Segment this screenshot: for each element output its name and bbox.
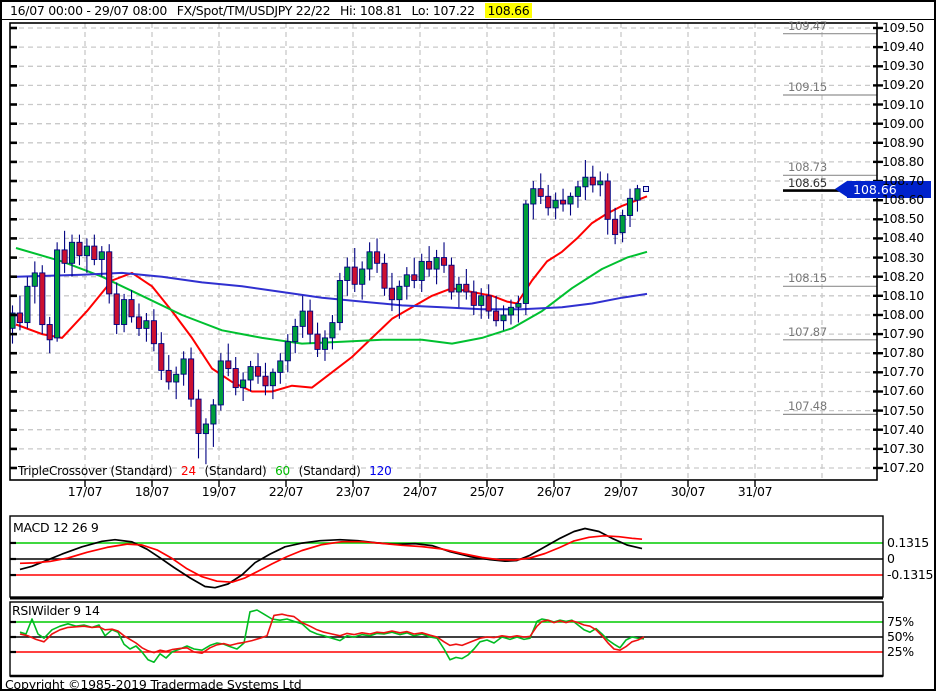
- price-level-label: 108.15: [788, 271, 828, 286]
- price-axis-label: 107.40: [882, 421, 924, 437]
- rsi-level-label: 25%: [887, 644, 914, 659]
- macd-level-label: 0: [887, 551, 895, 566]
- price-axis-label: 108.30: [882, 249, 924, 265]
- last-price-marker: 108.66: [835, 181, 931, 198]
- title-bar: 16/07 00:00 - 29/07 08:00 FX/Spot/TM/USD…: [2, 2, 934, 20]
- price-axis-label: 108.90: [882, 134, 924, 150]
- date-axis-label: 29/07: [603, 484, 639, 499]
- price-axis-label: 108.00: [882, 306, 924, 322]
- price-axis-label: 108.70: [882, 173, 924, 189]
- last-price-marker-arrow: [835, 181, 847, 197]
- date-axis-ticks: [84, 480, 756, 487]
- rsi-panel-label: RSIWilder 9 14: [12, 603, 100, 618]
- price-axis-label: 107.80: [882, 345, 924, 361]
- macd-panel-border: [9, 515, 884, 598]
- ma-24-line: [15, 195, 648, 393]
- price-level-label: 107.48: [788, 399, 828, 414]
- price-axis-label: 108.40: [882, 230, 924, 246]
- price-axis-label: 108.60: [882, 192, 924, 208]
- rsi-level-label: 75%: [887, 614, 914, 629]
- macd-line: [19, 527, 643, 589]
- price-axis-label: 109.40: [882, 39, 924, 55]
- date-axis-label: 17/07: [67, 484, 103, 499]
- macd-signal-line: [19, 534, 643, 584]
- main-chart-border: [9, 22, 878, 481]
- macd-level-label: -0.1315: [887, 567, 934, 583]
- current-bar-marker: [643, 186, 649, 192]
- price-axis-label: 107.30: [882, 440, 924, 456]
- copyright-text: Copyright ©1985-2019 Tradermade Systems …: [5, 677, 302, 691]
- date-axis-label: 31/07: [737, 484, 773, 499]
- macd-panel-label: MACD 12 26 9: [13, 520, 99, 535]
- macd-level-label: 0.1315: [887, 534, 929, 550]
- date-axis-label: 30/07: [670, 484, 706, 499]
- indicator-legend: TripleCrossover (Standard) 24 (Standard)…: [18, 464, 397, 478]
- title-low: Lo: 107.22: [411, 3, 475, 18]
- price-axis-label: 107.20: [882, 459, 924, 475]
- price-level-label: 108.65: [788, 175, 828, 190]
- price-axis-label: 109.30: [882, 58, 924, 74]
- price-axis-label: 107.60: [882, 383, 924, 399]
- price-axis-label: 108.10: [882, 287, 924, 303]
- legend-name: TripleCrossover (Standard): [18, 464, 173, 478]
- price-axis-label: 109.50: [882, 20, 924, 35]
- price-axis-label: 108.50: [882, 211, 924, 227]
- ma-60-line: [15, 247, 648, 345]
- title-symbol: FX/Spot/TM/USDJPY 22/22: [176, 3, 331, 18]
- date-axis-label: 19/07: [201, 484, 237, 499]
- candlesticks: [9, 160, 649, 465]
- price-axis-label: 108.20: [882, 268, 924, 284]
- price-axis-label: 109.20: [882, 77, 924, 93]
- price-level-label: 109.47: [788, 18, 828, 33]
- date-axis-label: 18/07: [134, 484, 170, 499]
- legend-ma120-period: 120: [369, 464, 392, 478]
- price-axis-label: 107.50: [882, 402, 924, 418]
- rsi-panel[interactable]: [9, 601, 884, 678]
- price-axis-label: 107.90: [882, 326, 924, 342]
- annotation-lines: [783, 33, 877, 415]
- title-high: Hi: 108.81: [340, 3, 402, 18]
- price-axis-ticks: [10, 26, 883, 470]
- rsi-9-line: [19, 609, 645, 664]
- price-axis-label: 108.80: [882, 153, 924, 169]
- last-price-marker-value: 108.66: [853, 182, 897, 197]
- price-axis-label: 109.10: [882, 96, 924, 112]
- price-level-label: 109.15: [788, 79, 828, 94]
- title-last-price: 108.66: [484, 3, 533, 18]
- price-level-label: 107.87: [788, 324, 828, 339]
- date-axis-label: 22/07: [268, 484, 304, 499]
- legend-sep2: (Standard): [298, 464, 361, 478]
- legend-ma24-period: 24: [181, 464, 196, 478]
- rsi-level-label: 50%: [887, 629, 914, 644]
- macd-panel[interactable]: [9, 515, 884, 600]
- price-level-label: 108.73: [788, 160, 828, 175]
- legend-ma60-period: 60: [275, 464, 290, 478]
- date-axis-label: 23/07: [335, 484, 371, 499]
- date-axis-label: 26/07: [536, 484, 572, 499]
- date-axis-label: 24/07: [402, 484, 438, 499]
- price-axis-label: 109.00: [882, 115, 924, 131]
- price-axis-label: 107.70: [882, 364, 924, 380]
- ma-120-line: [15, 271, 648, 311]
- date-axis-label: 25/07: [469, 484, 505, 499]
- rsi-14-line: [19, 613, 645, 655]
- legend-sep1: (Standard): [204, 464, 267, 478]
- rsi-panel-border: [9, 601, 884, 677]
- title-range: 16/07 00:00 - 29/07 08:00: [10, 3, 167, 18]
